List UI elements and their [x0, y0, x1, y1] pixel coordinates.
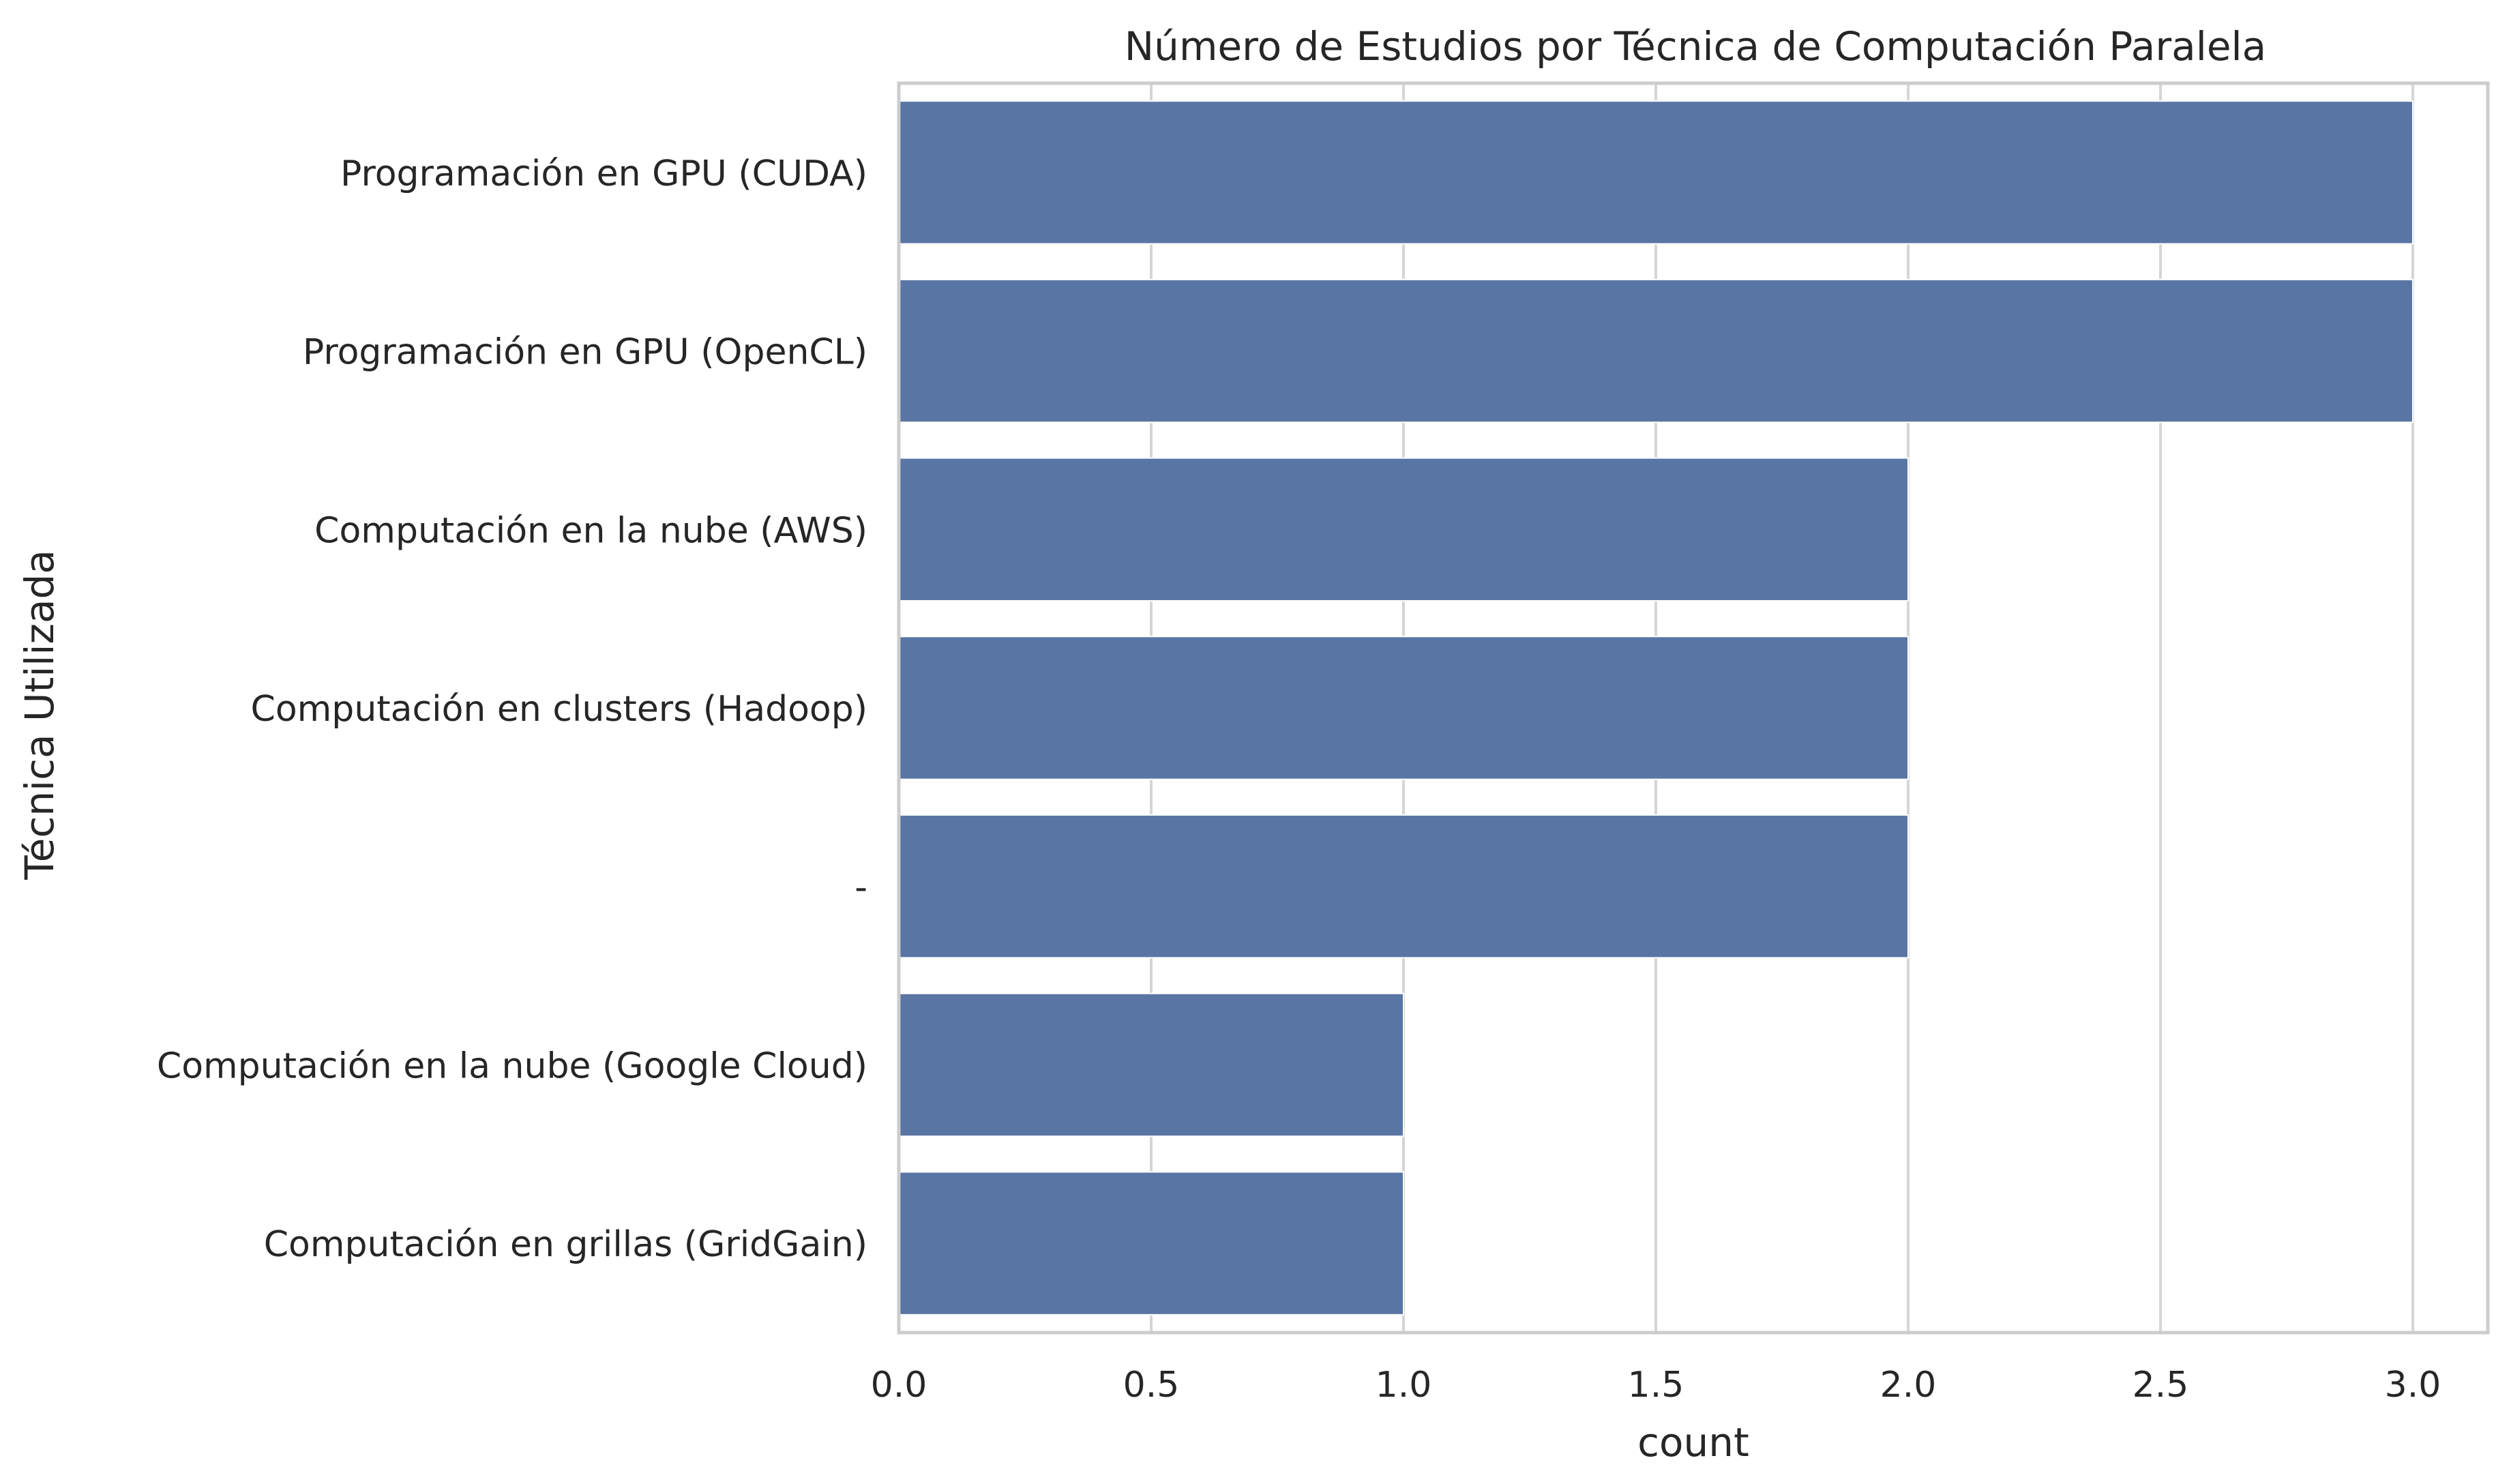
y-tick-label: Computación en clusters (Hadoop) — [251, 689, 867, 730]
x-tick-labels: 0.0 0.5 1.0 1.5 2.0 2.5 3.0 — [871, 1365, 2441, 1406]
y-axis-label: Técnica Utilizada — [16, 550, 63, 880]
x-tick-label: 0.5 — [1123, 1365, 1180, 1406]
x-tick-label: 1.0 — [1376, 1365, 1432, 1406]
bar — [898, 457, 1909, 602]
chart-title: Número de Estudios por Técnica de Comput… — [1125, 23, 2266, 70]
bar — [898, 992, 1404, 1138]
x-tick-label: 1.5 — [1628, 1365, 1684, 1406]
bar — [898, 636, 1909, 780]
bar — [898, 1171, 1404, 1316]
bar — [898, 814, 1909, 959]
x-axis-label: count — [1637, 1419, 1749, 1466]
x-tick-label: 2.0 — [1880, 1365, 1937, 1406]
y-tick-label: Programación en GPU (OpenCL) — [303, 332, 867, 373]
bars — [898, 100, 2413, 1316]
x-tick-label: 0.0 — [871, 1365, 927, 1406]
bar — [898, 100, 2413, 245]
y-tick-label: - — [855, 867, 867, 908]
y-tick-labels: Programación en GPU (CUDA) Programación e… — [157, 153, 867, 1265]
y-tick-label: Computación en grillas (GridGain) — [264, 1224, 867, 1265]
x-tick-label: 3.0 — [2385, 1365, 2441, 1406]
plot-frame — [897, 81, 2490, 1335]
bar — [898, 278, 2413, 424]
y-tick-label: Programación en GPU (CUDA) — [340, 153, 867, 194]
y-tick-label: Computación en la nube (AWS) — [314, 510, 867, 551]
x-tick-label: 2.5 — [2133, 1365, 2189, 1406]
y-tick-label: Computación en la nube (Google Cloud) — [157, 1045, 867, 1086]
